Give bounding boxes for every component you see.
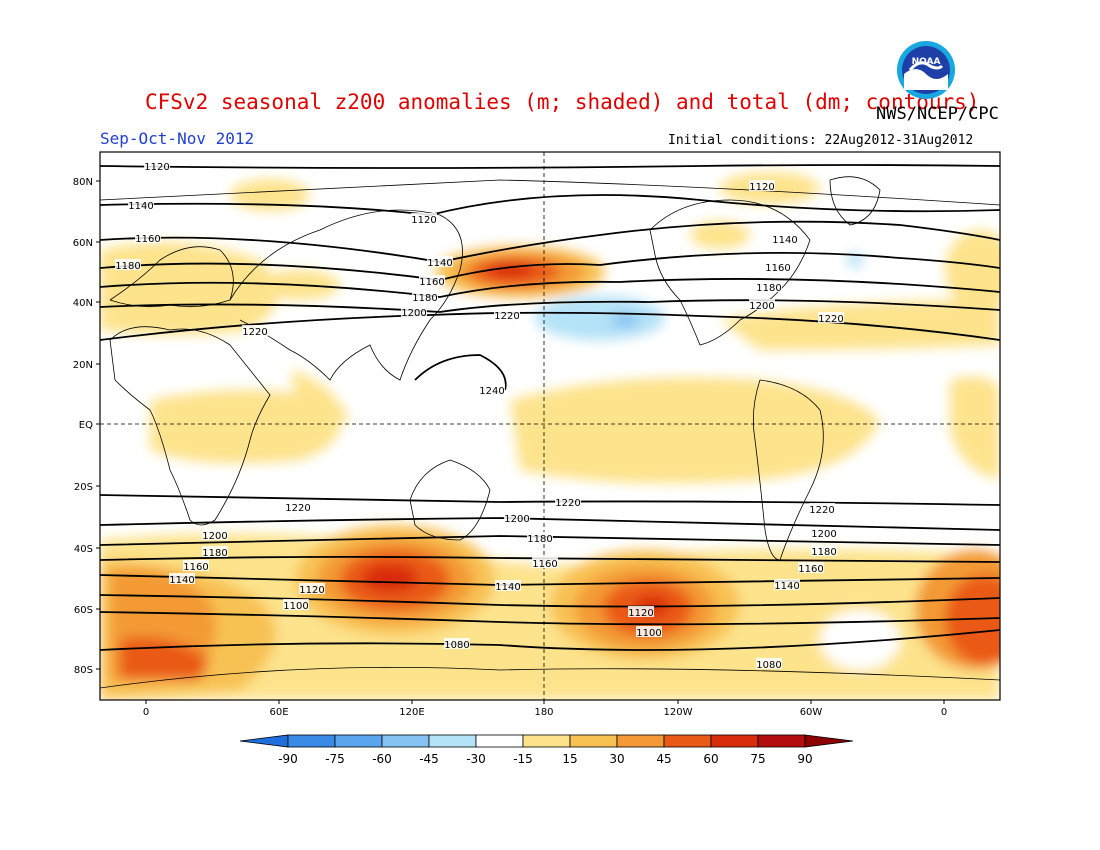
contour-label: 1160 (532, 559, 557, 570)
contour-label: 1200 (749, 301, 774, 312)
height-contours (100, 164, 1000, 651)
contour-label: 1220 (494, 311, 519, 322)
colorbar-cell (475, 734, 524, 748)
colorbar-tick: 15 (562, 752, 577, 766)
contour-label: 1160 (135, 234, 160, 245)
colorbar: -90 -75 -60 -45 -30 -15 15 30 45 60 75 90 (239, 734, 854, 766)
contour-label: 1180 (527, 534, 552, 545)
contour-label: 1200 (811, 529, 836, 540)
contour-label: 1140 (128, 201, 153, 212)
lon-label: 60W (800, 707, 823, 718)
contour-label: 1180 (202, 548, 227, 559)
colorbar-tick: 30 (609, 752, 624, 766)
lat-label: 60N (73, 238, 93, 249)
map-frame (99, 151, 1001, 701)
anomaly-shading (100, 152, 1000, 700)
contour-label: 1220 (242, 327, 267, 338)
colorbar-cell (334, 734, 383, 748)
contour-label: 1080 (756, 660, 781, 671)
contour-label: 1180 (756, 283, 781, 294)
chart-title: CFSv2 seasonal z200 anomalies (m; shaded… (145, 90, 980, 114)
colorbar-cell (757, 734, 806, 748)
contour-label: 1180 (412, 293, 437, 304)
lon-label: 0 (941, 707, 947, 718)
contour-label: 1160 (419, 277, 444, 288)
logo-text: NOAA (912, 57, 941, 67)
contour-label: 1220 (809, 505, 834, 516)
colorbar-tick: 75 (750, 752, 765, 766)
colorbar-tick: -75 (325, 752, 345, 766)
longitude-axis: 0 60E 120E 180 120W 60W 0 (143, 700, 947, 718)
noaa-logo: NOAA (897, 41, 955, 99)
colorbar-cell (569, 734, 618, 748)
colorbar-cell (381, 734, 430, 748)
lat-label: 40S (74, 544, 93, 555)
colorbar-tick: -60 (372, 752, 392, 766)
colorbar-cell (663, 734, 712, 748)
contour-label: 1120 (144, 162, 169, 173)
contour-label: 1160 (183, 562, 208, 573)
lon-label: 0 (143, 707, 149, 718)
contour-label: 1220 (285, 503, 310, 514)
contour-label: 1140 (427, 258, 452, 269)
lat-label: 80S (74, 665, 93, 676)
org-label: NWS/NCEP/CPC (876, 104, 999, 124)
colorbar-tick: 90 (797, 752, 812, 766)
colorbar-tick: -90 (278, 752, 298, 766)
contour-label: 1140 (169, 575, 194, 586)
lat-label: EQ (79, 420, 93, 431)
colorbar-tick: 60 (703, 752, 718, 766)
contour-label: 1240 (479, 386, 504, 397)
contour-label: 1200 (504, 514, 529, 525)
lon-label: 120W (664, 707, 693, 718)
contour-label: 1220 (818, 314, 843, 325)
lat-label: 80N (73, 177, 93, 188)
contour-label: 1120 (299, 585, 324, 596)
contour-label: 1160 (798, 564, 823, 575)
contour-label: 1180 (811, 547, 836, 558)
colorbar-cell (710, 734, 759, 748)
contour-label: 1100 (636, 628, 661, 639)
lat-label: 40N (73, 298, 93, 309)
initial-conditions-label: Initial conditions: 22Aug2012-31Aug2012 (668, 133, 974, 148)
colorbar-cell (428, 734, 477, 748)
colorbar-arrow-left (239, 734, 289, 748)
lon-label: 60E (269, 707, 288, 718)
contour-label: 1200 (401, 308, 426, 319)
contour-label: 1180 (115, 261, 140, 272)
contour-label: 1140 (774, 581, 799, 592)
colorbar-cell (616, 734, 665, 748)
colorbar-tick: -15 (513, 752, 533, 766)
contour-label: 1220 (555, 498, 580, 509)
colorbar-cell (287, 734, 336, 748)
lat-label: 20N (73, 360, 93, 371)
contour-label: 1120 (628, 608, 653, 619)
colorbar-tick: -45 (419, 752, 439, 766)
contour-label: 1120 (411, 215, 436, 226)
contour-label: 1140 (772, 235, 797, 246)
colorbar-cell (522, 734, 571, 748)
latitude-axis: 80N 60N 40N 20N EQ 20S 40S 60S 80S (73, 177, 100, 676)
contour-label: 1160 (765, 263, 790, 274)
season-label: Sep-Oct-Nov 2012 (100, 129, 255, 148)
contour-label: 1140 (495, 582, 520, 593)
contour-label: 1080 (444, 640, 469, 651)
lon-label: 120E (399, 707, 424, 718)
lon-label: 180 (534, 707, 553, 718)
colorbar-tick: 45 (656, 752, 671, 766)
lat-label: 20S (74, 482, 93, 493)
contour-label: 1120 (749, 182, 774, 193)
contour-label: 1200 (202, 531, 227, 542)
lat-label: 60S (74, 605, 93, 616)
colorbar-tick: -30 (466, 752, 486, 766)
contour-labels: 1120 1140 1160 1180 1120 1120 1140 1140 1160 1160… (115, 160, 844, 671)
contour-label: 1100 (283, 601, 308, 612)
colorbar-arrow-right (804, 734, 854, 748)
